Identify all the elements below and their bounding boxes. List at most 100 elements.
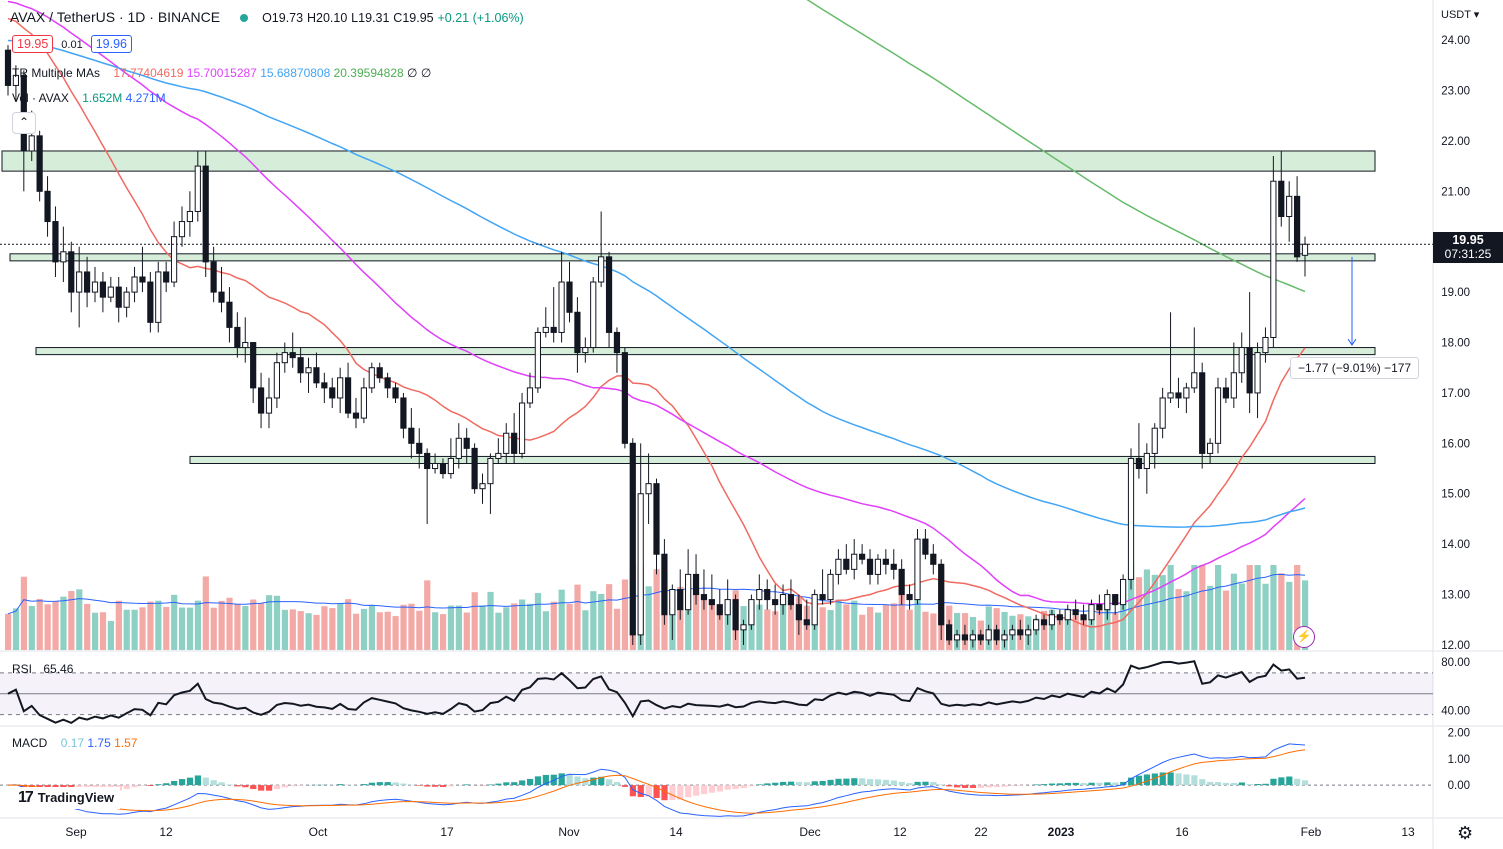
candle-down: [313, 367, 320, 384]
macd-histogram-bar: [1230, 782, 1238, 786]
macd-histogram-bar: [914, 781, 921, 786]
volume-bar: [1270, 565, 1277, 650]
volume-bar: [606, 584, 613, 650]
gear-icon[interactable]: ⚙: [1457, 823, 1474, 843]
macd-histogram-bar: [1001, 785, 1008, 787]
macd-histogram-bar: [1159, 772, 1166, 786]
macd-histogram-bar: [819, 780, 826, 786]
volume-bar: [906, 609, 913, 650]
price-tick-label: 18.00: [1441, 338, 1470, 350]
macd-histogram-bar: [1175, 773, 1182, 786]
macd-histogram-bar: [495, 783, 502, 786]
macd-histogram-bar: [1199, 779, 1206, 786]
candle-down: [898, 568, 905, 596]
candle-down: [946, 624, 953, 641]
macd-histogram-bar: [186, 777, 194, 786]
candle-down: [1278, 180, 1285, 218]
candle-down: [115, 286, 122, 308]
ohlc-low: L19.31: [351, 11, 390, 25]
macd-legend[interactable]: MACD 0.17 1.75 1.57: [12, 736, 137, 750]
macd-histogram-bar: [922, 781, 929, 786]
sell-button[interactable]: 19.95: [12, 35, 54, 53]
candle-up: [953, 634, 961, 641]
macd-histogram-bar: [1080, 783, 1087, 786]
candle-down: [621, 352, 628, 444]
macd-histogram-bar: [250, 785, 257, 790]
volume-bar: [5, 613, 12, 650]
volume-bar: [313, 614, 320, 650]
ma-legend[interactable]: TR Multiple MAs 17.77404619 15.70015287 …: [12, 66, 431, 80]
candle-up: [1120, 578, 1127, 606]
volume-bar: [859, 614, 866, 650]
market-open-icon: [240, 13, 249, 22]
time-tick-label: 16: [1175, 825, 1189, 839]
volume-bar: [550, 601, 557, 650]
macd-histogram-bar: [155, 784, 162, 786]
volume-bar: [20, 576, 28, 650]
candle-down: [321, 382, 328, 389]
buy-button[interactable]: 19.96: [90, 35, 132, 53]
macd-histogram-bar: [511, 782, 518, 786]
volume-bar: [424, 580, 431, 650]
tradingview-logo[interactable]: 17 TradingView: [12, 787, 121, 809]
macd-histogram-bar: [439, 785, 447, 787]
volume-bar: [1278, 573, 1285, 650]
time-tick-label: 14: [669, 825, 683, 839]
macd-histogram-bar: [629, 785, 636, 797]
candle-up: [558, 281, 565, 333]
alert-icon[interactable]: ⚡: [1293, 626, 1315, 648]
candle-down: [392, 387, 399, 399]
candle-up: [1270, 180, 1277, 338]
macd-histogram-bar: [985, 785, 992, 788]
volume-bar: [360, 608, 368, 650]
time-tick-label: 12: [893, 825, 907, 839]
volume-bar: [700, 599, 708, 650]
macd-histogram-bar: [1120, 781, 1127, 786]
candle-up: [273, 362, 280, 399]
price-tick-label: 16.00: [1441, 438, 1470, 450]
candle-down: [400, 397, 407, 429]
ma50-line: [7, 0, 1306, 605]
ma-value-5: ∅: [407, 66, 418, 80]
ma-value-4: 20.39594828: [333, 66, 404, 80]
symbol-title[interactable]: AVAX / TetherUS · 1D · BINANCE: [10, 9, 221, 25]
candle-up: [1230, 372, 1237, 399]
macd-hist-value: 0.17: [60, 736, 85, 750]
candle-down: [36, 135, 43, 192]
candle-down: [1072, 609, 1079, 616]
candle-down: [938, 563, 945, 626]
volume-bar: [1286, 581, 1293, 650]
time-tick-label: 2023: [1048, 825, 1075, 839]
candle-up: [178, 221, 186, 238]
volume-legend[interactable]: Vol · AVAX 1.652M 4.271M: [12, 91, 166, 105]
time-tick-label: Feb: [1301, 825, 1322, 839]
candle-up: [28, 135, 35, 152]
macd-histogram-bar: [289, 785, 296, 787]
macd-histogram-bar: [218, 782, 225, 786]
last-price-tag: 19.95 07:31:25: [1433, 232, 1503, 263]
price-tick-label: 13.00: [1441, 590, 1470, 602]
candle-down: [795, 604, 802, 621]
volume-bar: [139, 607, 146, 650]
candle-up: [503, 432, 510, 454]
volume-value-2: 4.271M: [125, 91, 166, 105]
candle-down: [1293, 195, 1301, 258]
macd-histogram-bar: [265, 785, 273, 791]
candle-up: [170, 236, 178, 283]
candle-down: [344, 377, 352, 414]
rsi-legend[interactable]: RSI 65.46: [12, 662, 73, 676]
candle-down: [692, 573, 700, 596]
volume-bar: [242, 606, 249, 650]
candle-up: [1048, 614, 1056, 626]
candle-down: [44, 190, 51, 223]
candle-up: [495, 452, 502, 459]
candle-up: [1127, 457, 1135, 580]
volume-bar: [321, 606, 328, 650]
candle-up: [305, 367, 312, 374]
macd-histogram-bar: [297, 785, 304, 786]
collapse-legend-button[interactable]: ⌃: [12, 112, 36, 134]
macd-histogram-bar: [851, 778, 858, 786]
volume-bar: [882, 604, 890, 650]
